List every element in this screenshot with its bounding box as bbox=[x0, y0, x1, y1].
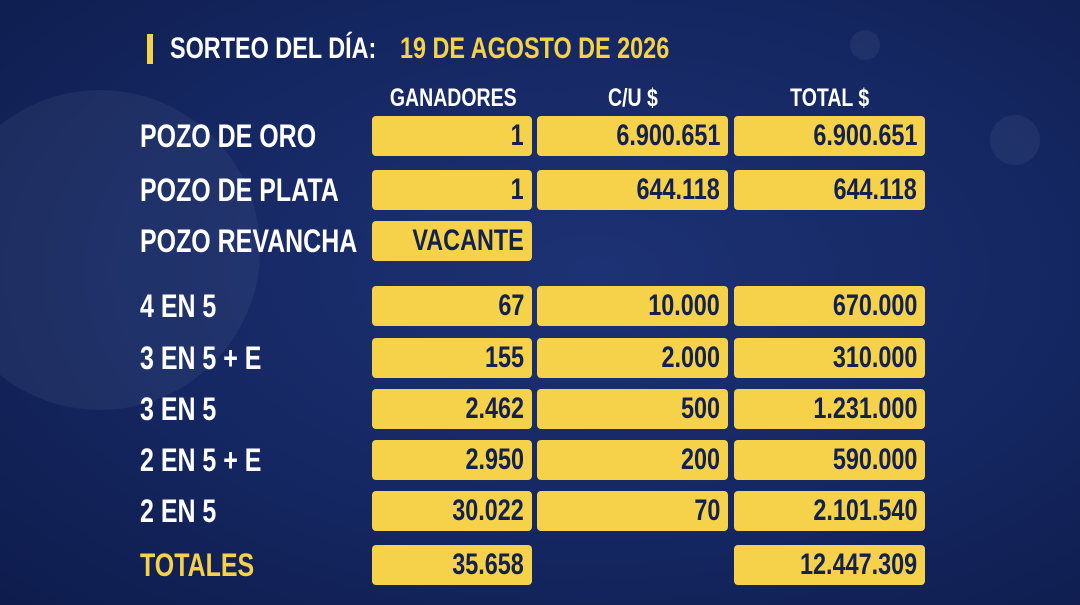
draw-label: SORTEO DEL DÍA: bbox=[170, 32, 434, 66]
row-label: POZO DE ORO bbox=[140, 116, 366, 156]
row-label: 3 EN 5 + E bbox=[140, 338, 296, 378]
value-cell: 644.118 bbox=[537, 170, 728, 210]
value-cell: 6.900.651 bbox=[734, 116, 925, 156]
value-cell-text: 35.658 bbox=[452, 548, 524, 581]
value-cell: 2.950 bbox=[372, 440, 532, 480]
column-header-text: C/U $ bbox=[607, 84, 658, 112]
column-header-text: TOTAL $ bbox=[789, 84, 870, 112]
row-label-text: 3 EN 5 bbox=[140, 391, 217, 427]
value-cell: 644.118 bbox=[734, 170, 925, 210]
value-cell-text: 6.900.651 bbox=[812, 119, 917, 152]
value-cell: 6.900.651 bbox=[537, 116, 728, 156]
value-cell: 70 bbox=[537, 491, 728, 531]
row-label-text: TOTALES bbox=[140, 547, 255, 583]
row-label: TOTALES bbox=[140, 545, 286, 585]
row-label: POZO DE PLATA bbox=[140, 170, 395, 210]
value-cell: 2.101.540 bbox=[734, 491, 925, 531]
value-cell: 1 bbox=[372, 116, 532, 156]
title-marker bbox=[147, 34, 153, 64]
value-cell: 1 bbox=[372, 170, 532, 210]
row-label-text: 4 EN 5 bbox=[140, 288, 217, 324]
value-cell-text: 310.000 bbox=[832, 341, 917, 374]
value-cell: 200 bbox=[537, 440, 728, 480]
value-cell: 2.462 bbox=[372, 389, 532, 429]
value-cell-text: 2.101.540 bbox=[812, 494, 917, 527]
value-cell: 590.000 bbox=[734, 440, 925, 480]
value-cell-text: 67 bbox=[497, 289, 524, 322]
value-cell: 310.000 bbox=[734, 338, 925, 378]
row-label-text: 3 EN 5 + E bbox=[140, 340, 262, 376]
value-cell-text: 200 bbox=[680, 443, 720, 476]
row-label: POZO REVANCHA bbox=[140, 221, 419, 261]
column-header-text: GANADORES bbox=[389, 84, 517, 112]
value-cell-text: 1 bbox=[510, 173, 524, 206]
value-cell: 670.000 bbox=[734, 286, 925, 326]
row-label: 4 EN 5 bbox=[140, 286, 238, 326]
value-cell: VACANTE bbox=[372, 221, 532, 261]
value-cell-text: 70 bbox=[693, 494, 720, 527]
background-decoration bbox=[850, 30, 880, 60]
value-cell-text: 590.000 bbox=[832, 443, 917, 476]
value-cell-text: 500 bbox=[680, 392, 720, 425]
background-decoration bbox=[0, 90, 260, 410]
value-cell: 10.000 bbox=[537, 286, 728, 326]
value-cell-text: 644.118 bbox=[636, 173, 720, 206]
row-label-text: 2 EN 5 + E bbox=[140, 442, 262, 478]
draw-label-text: SORTEO DEL DÍA: bbox=[170, 32, 377, 65]
value-cell: 67 bbox=[372, 286, 532, 326]
value-cell-text: 6.900.651 bbox=[615, 119, 720, 152]
background-decoration bbox=[990, 115, 1040, 165]
value-cell-text: 155 bbox=[484, 341, 524, 374]
row-label: 2 EN 5 + E bbox=[140, 440, 296, 480]
column-header: C/U $ bbox=[537, 84, 728, 113]
row-label-text: POZO DE ORO bbox=[140, 118, 317, 154]
value-cell: 35.658 bbox=[372, 545, 532, 585]
row-label-text: POZO REVANCHA bbox=[140, 223, 358, 259]
value-cell: 500 bbox=[537, 389, 728, 429]
value-cell-text: 30.022 bbox=[452, 494, 524, 527]
value-cell: 2.000 bbox=[537, 338, 728, 378]
row-label: 3 EN 5 bbox=[140, 389, 238, 429]
draw-date-text: 19 DE AGOSTO DE 2026 bbox=[400, 32, 670, 65]
value-cell: 12.447.309 bbox=[734, 545, 925, 585]
draw-date: 19 DE AGOSTO DE 2026 bbox=[400, 32, 745, 66]
value-cell-text: 1 bbox=[510, 119, 524, 152]
value-cell-text: 2.462 bbox=[465, 392, 524, 425]
value-cell: 1.231.000 bbox=[734, 389, 925, 429]
value-cell-text: 2.000 bbox=[661, 341, 720, 374]
column-header: GANADORES bbox=[372, 84, 532, 113]
value-cell: 30.022 bbox=[372, 491, 532, 531]
column-header: TOTAL $ bbox=[734, 84, 925, 113]
value-cell-text: 670.000 bbox=[832, 289, 917, 322]
value-cell-text: 644.118 bbox=[833, 173, 917, 206]
row-label: 2 EN 5 bbox=[140, 491, 238, 531]
row-label-text: POZO DE PLATA bbox=[140, 172, 339, 208]
value-cell-text: 12.447.309 bbox=[799, 548, 917, 581]
value-cell: 155 bbox=[372, 338, 532, 378]
value-cell-text: 2.950 bbox=[465, 443, 524, 476]
row-label-text: 2 EN 5 bbox=[140, 493, 217, 529]
value-cell-text: VACANTE bbox=[412, 224, 524, 257]
value-cell-text: 10.000 bbox=[648, 289, 720, 322]
value-cell-text: 1.231.000 bbox=[812, 392, 917, 425]
